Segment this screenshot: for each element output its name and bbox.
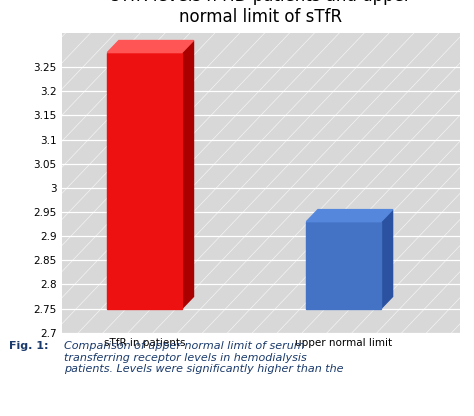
Text: Comparison of upper normal limit of serum
transferring receptor levels in hemodi: Comparison of upper normal limit of seru… xyxy=(64,341,344,374)
Bar xyxy=(107,52,182,309)
Title: sTfR levels n HD patients and upper
normal limit of sTfR: sTfR levels n HD patients and upper norm… xyxy=(111,0,410,26)
Text: Fig. 1:: Fig. 1: xyxy=(9,341,49,351)
Bar xyxy=(306,222,381,309)
Polygon shape xyxy=(381,210,392,309)
Polygon shape xyxy=(107,40,193,52)
Polygon shape xyxy=(182,40,193,309)
Polygon shape xyxy=(306,210,392,222)
